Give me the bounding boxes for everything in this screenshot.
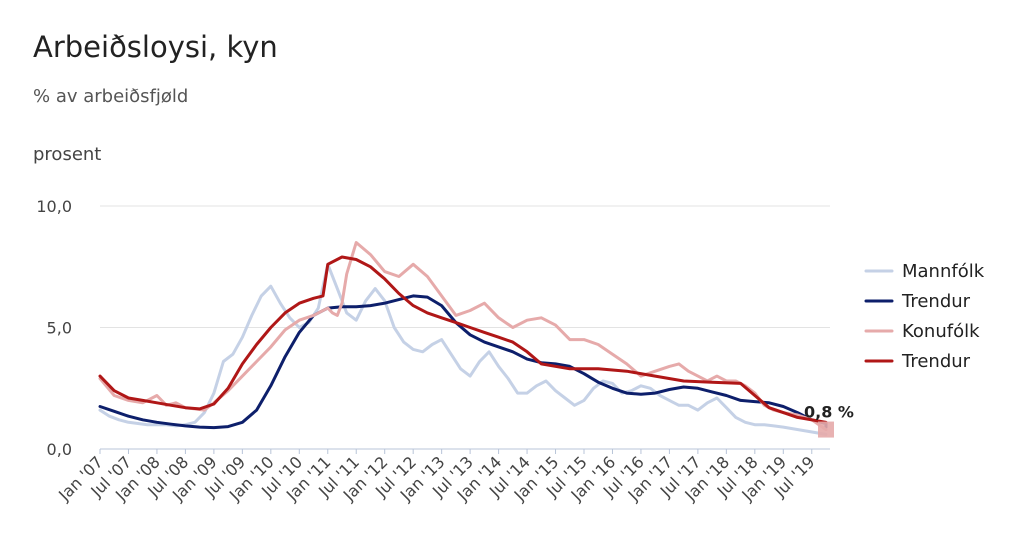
last-value-label: 0,8 % [804, 403, 854, 422]
series-line-3 [98, 255, 828, 424]
legend-label: Konufólk [902, 321, 980, 342]
legend-label: Trendur [901, 291, 971, 312]
last-value-marker [818, 421, 834, 438]
series-line-0 [98, 262, 828, 436]
chart-subtitle: % av arbeiðsfjøld [33, 86, 189, 107]
y-tick-label: 0,0 [47, 440, 72, 459]
legend-label: Trendur [901, 351, 971, 372]
y-tick-label: 5,0 [47, 319, 72, 338]
series-line-1 [98, 294, 828, 430]
y-tick-label: 10,0 [36, 197, 72, 216]
legend-label: Mannfólk [902, 261, 985, 282]
chart-title: Arbeiðsloysi, kyn [33, 30, 278, 64]
y-axis-label: prosent [33, 144, 102, 165]
